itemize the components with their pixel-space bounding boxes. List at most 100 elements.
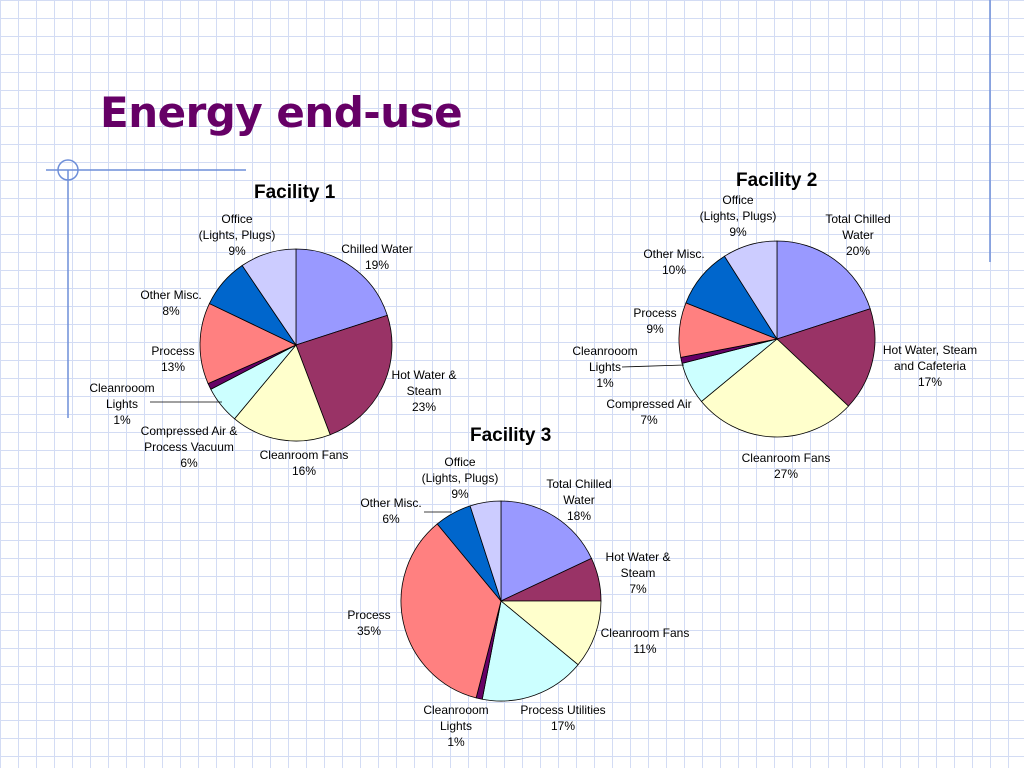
facility-2-slice-label: Other Misc. 10% xyxy=(643,246,704,278)
facility-1-slice-label: Process 13% xyxy=(151,343,194,375)
slice-label-line: Lights xyxy=(439,719,473,733)
slice-label-line: 17% xyxy=(917,375,943,389)
facility-1-title: Facility 1 xyxy=(254,182,336,203)
slice-label-line: 9% xyxy=(451,487,469,501)
slice-label-line: Compressed Air xyxy=(606,397,692,411)
facility-2-slice-total-chilled-water xyxy=(776,240,871,340)
slice-label-line: Cleanroom Fans xyxy=(600,626,690,640)
slice-label-line: 6% xyxy=(180,456,198,470)
facility-3-slice-process xyxy=(400,523,502,699)
slice-label-line: Process xyxy=(633,306,677,320)
slice-label-line: (Lights, Plugs) xyxy=(421,471,499,485)
facility-3-slice-total-chilled-water xyxy=(500,500,593,602)
slice-label-line: Hot Water & xyxy=(605,550,671,564)
facility-1-slice-label: Cleanrooom Lights 1% xyxy=(89,380,154,428)
facility-2-slice-cleanroom-fans xyxy=(700,338,850,438)
slice-label-line: 20% xyxy=(845,244,871,258)
facility-3-slice-label: Total Chilled Water 18% xyxy=(546,476,611,524)
slice-label-line: Water xyxy=(842,228,874,242)
facility-2-slice-label: Office (Lights, Plugs) 9% xyxy=(700,192,777,240)
slice-label-line: Process Vacuum xyxy=(144,440,234,454)
slice-label-line: Cleanrooom xyxy=(572,344,638,358)
slice-label-line: 1% xyxy=(447,735,465,749)
facility-1-slice-label: Chilled Water 19% xyxy=(341,241,413,273)
facility-3-slice-cleanroom-fans xyxy=(499,600,602,666)
slice-label-line: Lights xyxy=(588,360,622,374)
facility-1-slice-label: Hot Water & Steam 23% xyxy=(392,367,457,415)
slice-label-line: 27% xyxy=(773,467,799,481)
slice-label-line: Process xyxy=(347,608,391,622)
slice-label-line: 1% xyxy=(596,376,614,390)
slice-label-line: Process xyxy=(151,344,195,358)
facility-2-slice-label: Compressed Air 7% xyxy=(606,396,691,428)
slice-label-line: 9% xyxy=(228,244,246,258)
facility-1-slice-label: Compressed Air & Process Vacuum 6% xyxy=(141,423,238,471)
facility-2-slice-label: Total Chilled Water 20% xyxy=(825,211,890,259)
slice-label-line: 23% xyxy=(411,400,437,414)
slice-label-line: 6% xyxy=(382,512,400,526)
facility-3-title: Facility 3 xyxy=(470,425,552,446)
slice-label-line: Office xyxy=(722,193,754,207)
facility-3-slice-label: Other Misc. 6% xyxy=(360,495,421,527)
slice-label-line: (Lights, Plugs) xyxy=(198,228,276,242)
slice-label-line: Cleanrooom xyxy=(89,381,155,395)
slice-label-line: 18% xyxy=(566,509,592,523)
facility-3-slice-label: Cleanrooom Lights 1% xyxy=(423,702,488,750)
facility-1-slice-chilled-water xyxy=(295,248,388,346)
slice-label-line: 8% xyxy=(162,304,180,318)
slice-label-line: 11% xyxy=(633,642,657,656)
slice-label-line: 35% xyxy=(356,624,382,638)
slice-label-line: Other Misc. xyxy=(360,496,422,510)
facility-1-slice-process xyxy=(199,303,297,385)
facility-2-slice-label: Cleanrooom Lights 1% xyxy=(572,343,637,391)
facility-2-leader-line xyxy=(621,364,685,368)
slice-label-line: Cleanroom Fans xyxy=(259,448,349,462)
slice-label-line: 1% xyxy=(113,413,131,427)
facility-3-slice-label: Cleanroom Fans 11% xyxy=(601,625,690,657)
facility-3-slice-label: Process 35% xyxy=(347,607,390,639)
slice-label-line: 10% xyxy=(661,263,687,277)
slice-label-line: Other Misc. xyxy=(643,247,705,261)
slice-label-line: 9% xyxy=(646,322,664,336)
slice-label-line: Cleanrooom xyxy=(423,703,489,717)
slice-label-line: and Cafeteria xyxy=(893,359,967,373)
facility-1-slice-cleanroom-fans xyxy=(233,344,331,442)
slice-label-line: Steam xyxy=(620,566,656,580)
slide-title: Energy end-use xyxy=(100,88,463,137)
facility-2-title: Facility 2 xyxy=(736,170,818,191)
slice-label-line: 13% xyxy=(160,360,186,374)
accent-circle xyxy=(57,159,79,181)
facility-2-slice-label: Cleanroom Fans 27% xyxy=(742,450,831,482)
slice-label-line: Office xyxy=(444,455,476,469)
slice-label-line: Hot Water & xyxy=(391,368,457,382)
slice-label-line: Chilled Water xyxy=(341,242,413,256)
slice-label-line: Lights xyxy=(105,397,139,411)
slice-label-line: Cleanroom Fans xyxy=(741,451,831,465)
slice-label-line: 16% xyxy=(291,464,317,478)
slice-label-line: (Lights, Plugs) xyxy=(699,209,777,223)
slice-label-line: Compressed Air & xyxy=(140,424,238,438)
facility-2-slice-hot-water-steam-and-cafeteria xyxy=(776,308,876,407)
slice-label-line: Other Misc. xyxy=(140,288,202,302)
facility-3-slice-process-utilities xyxy=(481,600,579,702)
facility-1-slice-office-lights-plugs xyxy=(241,248,297,347)
slice-label-line: Total Chilled xyxy=(546,477,612,491)
slice-label-line: Steam xyxy=(406,384,442,398)
slice-label-line: 19% xyxy=(364,258,390,272)
slice-label-line: Process Utilities xyxy=(520,703,606,717)
slice-label-line: 7% xyxy=(640,413,658,427)
facility-3-slice-office-lights-plugs xyxy=(469,500,502,602)
facility-1-slice-label: Other Misc. 8% xyxy=(140,287,201,319)
slice-label-line: Total Chilled xyxy=(825,212,891,226)
slice-label-line: 7% xyxy=(629,582,647,596)
slice-label-line: 17% xyxy=(550,719,576,733)
slice-label-line: Office xyxy=(221,212,253,226)
facility-2-slice-label: Hot Water, Steam and Cafeteria 17% xyxy=(883,342,977,390)
facility-2-slice-office-lights-plugs xyxy=(723,240,778,341)
slice-label-line: 9% xyxy=(729,225,747,239)
facility-2-slice-label: Process 9% xyxy=(633,305,676,337)
